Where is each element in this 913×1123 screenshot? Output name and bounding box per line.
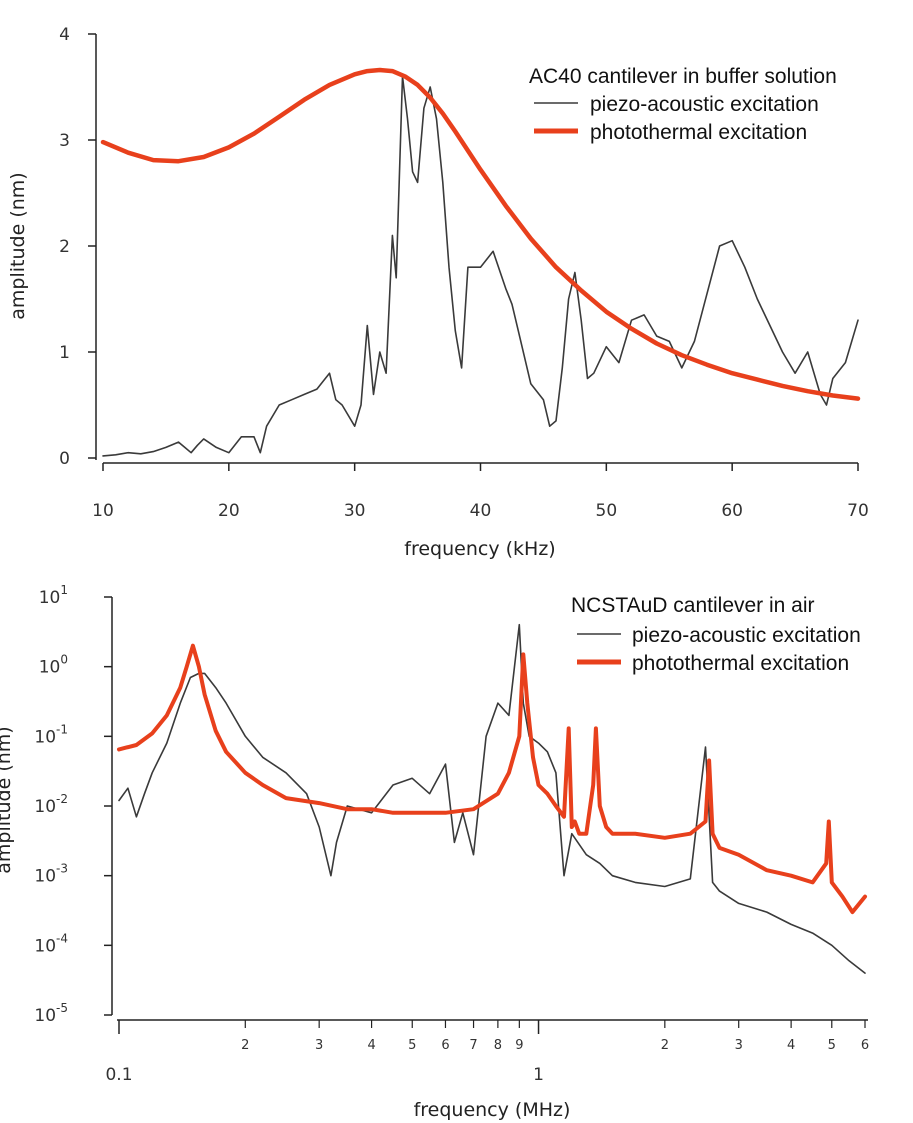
- bottom-x-minor-tick-label: 7: [469, 1038, 477, 1053]
- bottom-y-tick-label: 101: [39, 583, 68, 608]
- bottom-x-major-tick-label: 0.1: [105, 1065, 132, 1085]
- bottom-ticks: 101 100 10-1 10-2 10-3 10-4 10-5 0.1 1 2 3 4 5 6 7 8 9 2 3…: [34, 583, 869, 1085]
- bottom-series-photothermal-line: [117, 643, 867, 915]
- bottom-legend-title: NCSTAuD cantilever in air: [571, 594, 815, 617]
- top-x-tick-label: 20: [218, 501, 240, 521]
- bottom-x-minor-tick-label: 6: [441, 1038, 449, 1053]
- top-x-axis-title: frequency (kHz): [404, 538, 555, 560]
- top-y-tick-label: 1: [59, 343, 70, 363]
- bottom-chart: 101 100 10-1 10-2 10-3 10-4 10-5 0.1 1 2 3 4 5 6 7 8 9 2 3…: [0, 583, 869, 1121]
- bottom-x-axis-title: frequency (MHz): [414, 1099, 571, 1121]
- top-y-axis-title: amplitude (nm): [7, 172, 29, 319]
- bottom-y-tick-label: 10-2: [34, 792, 68, 817]
- top-chart: 10 20 30 40 50 60 70 0 1 2 3 4 frequency (kHz) ampl…: [7, 25, 869, 560]
- top-plot-area: [100, 67, 861, 457]
- bottom-x-minor-tick-label: 5: [828, 1038, 836, 1053]
- bottom-plot-area: [117, 623, 867, 974]
- top-x-tick-label: 50: [596, 501, 618, 521]
- top-y-tick-label: 3: [59, 131, 70, 151]
- bottom-x-minor-tick-label: 5: [408, 1038, 416, 1053]
- top-x-tick-label: 10: [92, 501, 114, 521]
- top-ticks: 10 20 30 40 50 60 70 0 1 2 3 4: [59, 25, 869, 521]
- top-legend: AC40 cantilever in buffer solution piezo…: [529, 65, 837, 144]
- top-y-tick-label: 2: [59, 237, 70, 257]
- top-series-photothermal-line: [100, 67, 861, 401]
- bottom-x-minor-tick-label: 3: [315, 1038, 323, 1053]
- top-x-tick-label: 60: [721, 501, 743, 521]
- bottom-y-tick-label: 10-3: [34, 862, 68, 887]
- top-legend-label-piezo: piezo-acoustic excitation: [590, 93, 819, 116]
- bottom-x-minor-tick-label: 3: [735, 1038, 743, 1053]
- bottom-legend-label-photothermal: photothermal excitation: [632, 652, 849, 675]
- bottom-y-axis-title: amplitude (nm): [0, 726, 15, 873]
- bottom-series-piezo-line: [118, 623, 866, 974]
- top-y-tick-label: 0: [59, 449, 70, 469]
- top-legend-title: AC40 cantilever in buffer solution: [529, 65, 837, 88]
- top-legend-label-photothermal: photothermal excitation: [590, 121, 807, 144]
- bottom-y-tick-label: 10-1: [34, 722, 68, 747]
- bottom-x-minor-tick-label: 2: [661, 1038, 669, 1053]
- top-x-tick-label: 70: [847, 501, 869, 521]
- bottom-legend: NCSTAuD cantilever in air piezo-acoustic…: [571, 594, 861, 675]
- bottom-y-tick-label: 100: [39, 653, 68, 678]
- bottom-x-minor-tick-label: 4: [367, 1038, 375, 1053]
- bottom-x-minor-tick-label: 6: [861, 1038, 869, 1053]
- top-y-tick-label: 4: [59, 25, 70, 45]
- bottom-legend-label-piezo: piezo-acoustic excitation: [632, 624, 861, 647]
- bottom-x-minor-tick-label: 2: [241, 1038, 249, 1053]
- bottom-y-tick-label: 10-4: [34, 931, 68, 956]
- bottom-x-minor-tick-label: 4: [787, 1038, 795, 1053]
- top-series-piezo-line: [102, 75, 859, 457]
- bottom-x-minor-tick-label: 9: [515, 1038, 523, 1053]
- bottom-y-tick-label: 10-5: [34, 1001, 68, 1026]
- top-x-tick-label: 30: [344, 501, 366, 521]
- bottom-x-major-tick-label: 1: [533, 1065, 544, 1085]
- top-x-tick-label: 40: [470, 501, 492, 521]
- bottom-x-minor-tick-label: 8: [494, 1038, 502, 1053]
